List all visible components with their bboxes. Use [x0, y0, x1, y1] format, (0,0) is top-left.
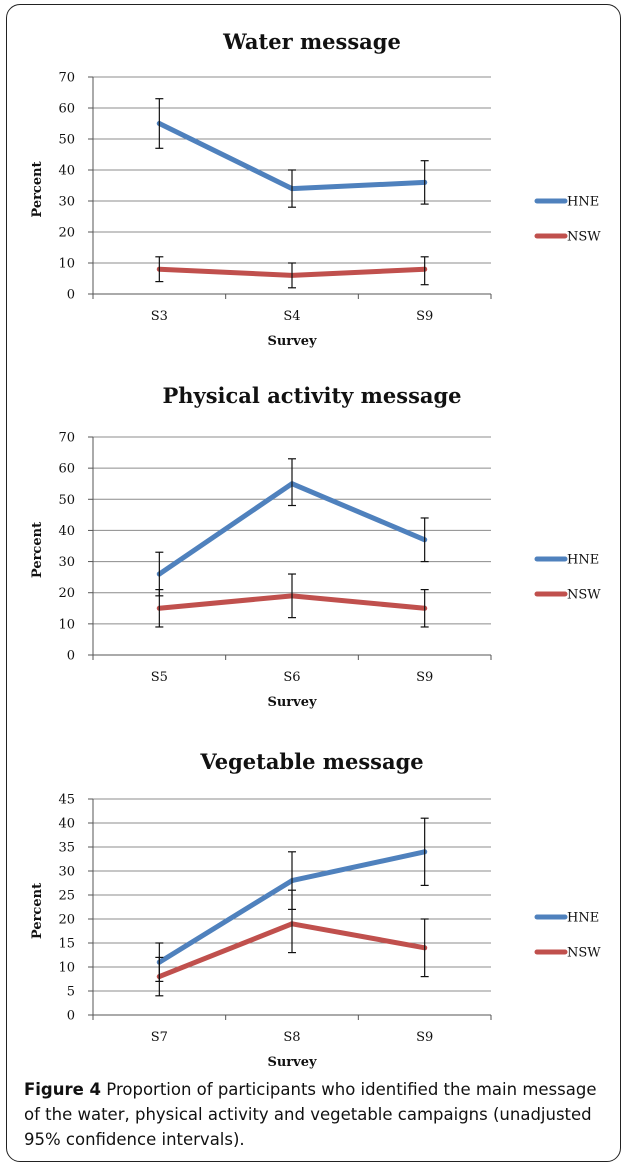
x-axis-label: Survey: [267, 334, 317, 349]
y-tick-label: 35: [58, 841, 75, 856]
x-tick-label-s4: S4: [283, 309, 300, 324]
x-tick-label-s6: S6: [283, 670, 300, 685]
y-axis-label: Percent: [30, 161, 45, 217]
legend-label-hne: HNE: [567, 911, 599, 926]
y-tick-label: 0: [67, 1009, 75, 1024]
y-tick-label: 60: [58, 462, 75, 477]
y-tick-label: 25: [58, 889, 75, 904]
x-tick-label-s7: S7: [151, 1030, 168, 1045]
x-tick-label-s9: S9: [416, 309, 433, 324]
y-tick-label: 50: [58, 493, 75, 508]
figure-frame: Water message 0 10 20 30 40 50 60 70 S3 S4 S9 Survey…: [6, 4, 621, 1162]
figure-label: Figure 4: [24, 1080, 102, 1099]
y-tick-label: 45: [58, 793, 75, 808]
x-tick-label-s9: S9: [416, 1030, 433, 1045]
chart-title: Vegetable message: [199, 749, 423, 774]
legend-label-hne: HNE: [567, 553, 599, 568]
y-axis-label: Percent: [30, 522, 45, 578]
chart-title: Physical activity message: [162, 383, 461, 408]
y-tick-label: 10: [58, 257, 75, 272]
y-tick-label: 40: [58, 524, 75, 539]
x-axis-label: Survey: [267, 695, 317, 710]
chart-physical-activity-message: Physical activity message 0 10 20 30 40 50 60 70…: [30, 383, 601, 710]
x-tick-label-s3: S3: [151, 309, 168, 324]
y-tick-label: 40: [58, 817, 75, 832]
y-tick-label: 30: [58, 865, 75, 880]
y-tick-label: 5: [67, 985, 75, 1000]
legend-label-hne: HNE: [567, 195, 599, 210]
y-axis-label: Percent: [30, 883, 45, 939]
y-tick-label: 10: [58, 961, 75, 976]
y-tick-label: 20: [58, 913, 75, 928]
legend-label-nsw: NSW: [567, 588, 601, 603]
y-tick-label: 20: [58, 586, 75, 601]
y-tick-label: 15: [58, 937, 75, 952]
x-axis-label: Survey: [267, 1055, 317, 1070]
y-tick-label: 70: [58, 71, 75, 86]
caption-text: Proportion of participants who identifie…: [24, 1080, 597, 1149]
chart-title: Water message: [222, 29, 401, 54]
y-tick-label: 30: [58, 555, 75, 570]
y-tick-label: 10: [58, 617, 75, 632]
chart-water-message: Water message 0 10 20 30 40 50 60 70 S3 S4 S9 Survey…: [30, 29, 601, 349]
x-tick-label-s8: S8: [283, 1030, 300, 1045]
figure-caption: Figure 4 Proportion of participants who …: [24, 1077, 604, 1152]
y-tick-label: 30: [58, 195, 75, 210]
y-tick-label: 40: [58, 164, 75, 179]
x-tick-label-s9: S9: [416, 670, 433, 685]
legend-label-nsw: NSW: [567, 946, 601, 961]
y-tick-label: 70: [58, 431, 75, 446]
chart-vegetable-message: Vegetable message 0 5 10 15 20 25 30 35 40 45 S7 S8 S…: [30, 749, 601, 1070]
y-tick-label: 0: [67, 649, 75, 664]
y-tick-label: 60: [58, 102, 75, 117]
y-tick-label: 20: [58, 226, 75, 241]
y-tick-label: 0: [67, 288, 75, 303]
x-tick-label-s5: S5: [151, 670, 168, 685]
legend-label-nsw: NSW: [567, 230, 601, 245]
y-tick-label: 50: [58, 133, 75, 148]
